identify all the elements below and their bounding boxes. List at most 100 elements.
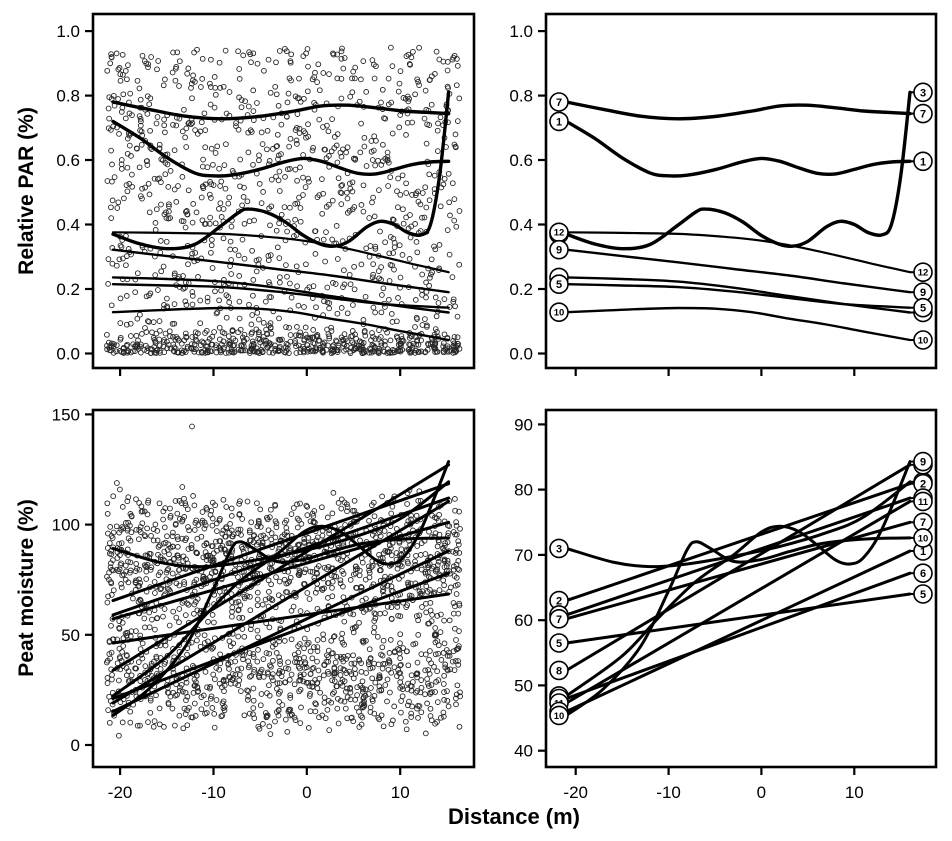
series-label-left-9: 9	[549, 239, 569, 260]
svg-text:9: 9	[920, 457, 926, 469]
series-line-10	[111, 306, 450, 342]
y-tick-label: 0.4	[56, 216, 80, 235]
panel-top-left: 0.0 0.2 0.4 0.6 0.8 1.0	[56, 12, 476, 376]
svg-text:5: 5	[556, 279, 562, 291]
series-line-4	[111, 496, 451, 617]
series-line-10	[111, 536, 451, 717]
series-line-7	[564, 520, 912, 621]
series-line-10	[565, 306, 912, 342]
series-label-right-1: 1	[913, 151, 933, 172]
svg-text:7: 7	[920, 109, 926, 121]
svg-text:6: 6	[920, 568, 926, 580]
series-label-left-12: 12	[549, 222, 569, 243]
series-label-right-10: 10	[913, 330, 933, 350]
svg-text:1: 1	[920, 156, 926, 168]
svg-text:10: 10	[918, 335, 929, 346]
series-label-right-5: 5	[913, 297, 933, 318]
series-line-9	[111, 460, 451, 698]
y-tick-label: 90	[514, 415, 533, 434]
panel-top-right: 71312911510713129115100.00.20.40.60.81.0	[509, 12, 938, 376]
svg-text:10: 10	[554, 711, 565, 722]
svg-text:5: 5	[920, 303, 926, 315]
series-line-4	[564, 496, 912, 617]
fitted-curves	[111, 460, 451, 717]
svg-text:12: 12	[554, 228, 565, 239]
series-label-left-10: 10	[549, 302, 569, 323]
x-axis-title-distance: Distance (m)	[447, 804, 581, 829]
plot-box	[91, 12, 476, 370]
svg-text:2: 2	[920, 479, 926, 491]
y-tick-label: 50	[514, 676, 533, 695]
y-tick-label: 0.4	[509, 216, 533, 235]
series-label-left-7: 7	[549, 92, 569, 112]
svg-text:5: 5	[556, 638, 562, 650]
series-line-2	[111, 482, 451, 603]
svg-text:3: 3	[920, 87, 926, 99]
y-axis-title-relative-par: Relative PAR (%)	[15, 107, 38, 275]
series-label-right-9: 9	[913, 451, 933, 472]
y-tick-label: 150	[52, 405, 80, 424]
y-axis-title-peat-moisture: Peat moisture (%)	[15, 499, 38, 677]
series-line-5	[565, 283, 912, 309]
series-label-left-1: 1	[549, 111, 569, 132]
series-label-right-10: 10	[913, 528, 933, 548]
svg-text:9: 9	[920, 287, 926, 299]
series-line-3	[564, 90, 912, 251]
y-tick-label: 1.0	[56, 22, 80, 41]
series-label-right-5: 5	[913, 584, 933, 604]
y-tick-label: 0.0	[56, 345, 80, 364]
y-tick-label: 0.2	[56, 280, 80, 299]
series-line-8	[111, 463, 451, 672]
y-tick-label: 0	[71, 736, 80, 755]
y-tick-label: 0.8	[56, 87, 80, 106]
series-label-left-8: 8	[549, 660, 569, 681]
plot-box	[544, 408, 938, 769]
series-label-right-6: 6	[913, 563, 933, 584]
fitted-curves	[111, 90, 451, 342]
svg-text:3: 3	[556, 543, 562, 555]
y-tick-label: 0.6	[56, 151, 80, 170]
y-tick-label: 0.0	[509, 345, 533, 364]
series-label-right-12: 12	[913, 262, 933, 283]
series-label-left-10: 10	[549, 705, 569, 726]
y-tick-label: 0.2	[509, 280, 533, 299]
y-tick-label: 70	[514, 546, 533, 565]
plot-box	[91, 408, 476, 769]
series-label-right-7: 7	[913, 103, 933, 124]
x-tick-label: -10	[201, 783, 226, 802]
series-line-6	[111, 571, 451, 700]
y-tick-label: 0.6	[509, 151, 533, 170]
x-tick-label: -10	[656, 783, 681, 802]
series-line-1	[564, 549, 912, 713]
series-label-left-5: 5	[549, 274, 569, 295]
svg-text:12: 12	[918, 268, 929, 279]
series-line-5	[111, 283, 450, 309]
series-line-12	[565, 231, 912, 274]
series-line-12	[111, 231, 450, 274]
panel-bottom-right: 32475896111103247589611110-20-1001040506…	[514, 408, 938, 802]
svg-text:8: 8	[556, 665, 562, 677]
series-line-9	[111, 248, 450, 294]
series-label-left-3: 3	[549, 538, 569, 559]
series-line-6	[564, 571, 912, 700]
series-label-left-7: 7	[549, 608, 569, 629]
svg-text:2: 2	[556, 596, 562, 608]
svg-text:11: 11	[918, 497, 929, 508]
series-line-7	[111, 100, 451, 121]
svg-text:1: 1	[556, 116, 562, 128]
svg-text:5: 5	[920, 589, 926, 601]
y-tick-label: 100	[52, 516, 80, 535]
svg-text:10: 10	[554, 308, 565, 319]
fitted-curves	[564, 90, 912, 342]
series-line-1	[111, 549, 451, 713]
series-label-left-5: 5	[549, 633, 569, 653]
svg-text:1: 1	[920, 546, 926, 558]
x-tick-label: 10	[845, 783, 864, 802]
series-label-right-11: 11	[913, 491, 933, 512]
y-tick-label: 50	[61, 626, 80, 645]
series-line-2	[564, 482, 912, 603]
y-tick-label: 80	[514, 481, 533, 500]
series-line-7	[564, 100, 912, 121]
